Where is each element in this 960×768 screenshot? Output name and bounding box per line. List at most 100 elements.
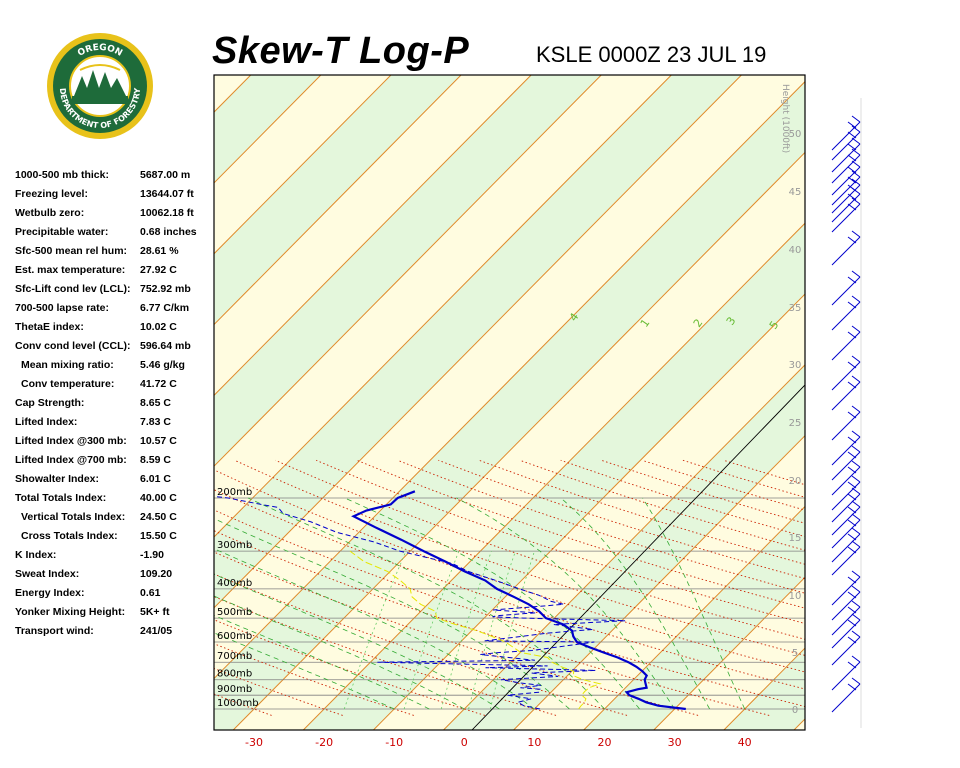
index-value: 8.59 C: [140, 454, 171, 466]
wind-barb: [831, 677, 861, 713]
barb-feather: [847, 131, 857, 139]
index-value: 109.20: [140, 568, 173, 580]
wind-barb: [831, 430, 861, 466]
index-label: Lifted Index @300 mb:: [15, 435, 127, 447]
barb-staff: [831, 451, 861, 481]
wind-barb: [831, 630, 861, 666]
isotherm: [214, 75, 462, 326]
barb-staff: [831, 143, 861, 173]
barb-feather: [847, 276, 857, 284]
barb-staff: [831, 546, 861, 576]
mixing-ratio-line: [403, 550, 460, 710]
barb-feather: [847, 636, 857, 644]
barb-feather: [847, 121, 857, 129]
barb-feather: [851, 295, 861, 303]
index-value: 6.01 C: [140, 473, 171, 485]
temperature-tick-label: -10: [385, 736, 403, 749]
index-row: Showalter Index: 6.01 C: [15, 473, 215, 492]
temperature-tick-label: 20: [598, 736, 612, 749]
barb-staff: [831, 184, 861, 214]
height-tick-label: 5: [792, 648, 798, 659]
barb-feather: [847, 203, 857, 211]
pressure-label: 500mb: [217, 607, 252, 618]
wind-barb: [831, 585, 861, 621]
barb-staff: [831, 331, 861, 361]
pressure-label: 700mb: [217, 651, 252, 662]
wind-barb: [831, 540, 861, 576]
index-value: 5.46 g/kg: [140, 359, 185, 371]
dry-adiabat: [234, 459, 805, 656]
index-value: 40.00 C: [140, 492, 177, 504]
barb-feather: [847, 546, 857, 554]
wind-barb: [831, 375, 861, 411]
isotherm: [214, 80, 805, 680]
height-tick-label: 35: [789, 303, 802, 314]
barb-staff: [831, 481, 861, 511]
barb-feather: [851, 125, 861, 133]
barb-feather: [847, 606, 857, 614]
barb-feather: [851, 137, 861, 145]
barb-feather: [851, 487, 861, 495]
index-label: Conv temperature:: [21, 378, 115, 390]
barb-feather: [851, 160, 861, 168]
barb-feather: [851, 197, 861, 205]
height-tick-label: 40: [789, 245, 802, 256]
plot-border: [213, 74, 806, 731]
barb-feather: [851, 148, 861, 156]
temperature-band: [864, 75, 960, 730]
pressure-label: 200mb: [217, 487, 252, 498]
barb-feather: [851, 655, 861, 663]
barb-staff: [831, 154, 861, 184]
barb-staff: [831, 466, 861, 496]
barb-feather: [847, 166, 857, 174]
barb-staff: [831, 276, 861, 306]
moist-adiabat: [214, 518, 570, 710]
wind-barbs: [831, 98, 862, 728]
index-row: Conv temperature: 41.72 C: [15, 378, 215, 397]
temperature-band: [214, 75, 321, 183]
wind-barb: [831, 445, 861, 481]
index-row: Lifted Index @300 mb: 10.57 C: [15, 435, 215, 454]
index-label: K Index:: [15, 549, 57, 561]
dry-adiabat: [214, 469, 805, 673]
moist-adiabat: [344, 497, 640, 710]
moist-adiabat: [456, 497, 675, 710]
barb-feather: [851, 230, 861, 238]
index-row: Sfc-Lift cond lev (LCL): 752.92 mb: [15, 283, 215, 302]
wind-barb: [831, 527, 861, 563]
barb-feather: [851, 613, 861, 621]
index-row: Energy Index: 0.61: [15, 587, 215, 606]
barb-feather: [851, 527, 861, 535]
wind-barb: [831, 137, 861, 173]
height-tick-label: 45: [789, 187, 802, 198]
index-row: Cross Totals Index: 15.50 C: [15, 530, 215, 549]
barb-feather: [851, 513, 861, 521]
wind-barb: [831, 115, 861, 151]
barb-feather: [851, 677, 861, 685]
barb-staff: [831, 436, 861, 466]
moist-adiabat: [214, 573, 500, 710]
index-value: 41.72 C: [140, 378, 177, 390]
index-row: Cap Strength: 8.65 C: [15, 397, 215, 416]
barb-feather: [847, 661, 857, 669]
logo-top-text: OREGON: [76, 43, 124, 59]
barb-feather: [847, 683, 857, 691]
wind-barb: [831, 270, 861, 306]
index-label: Precipitable water:: [15, 226, 109, 238]
isotherm: [214, 75, 672, 538]
isotherm: [864, 75, 960, 730]
pressure-label: 300mb: [217, 540, 252, 551]
moist-adiabats: [214, 497, 746, 710]
barb-feather: [851, 500, 861, 508]
barb-feather: [847, 361, 857, 369]
barb-feather: [851, 460, 861, 468]
wind-barb: [831, 513, 861, 549]
chart-title: Skew-T Log-P: [212, 30, 470, 72]
dry-adiabat: [214, 596, 557, 716]
index-label: Total Totals Index:: [15, 492, 107, 504]
temperature-tick-label: 40: [738, 736, 752, 749]
barb-staff: [831, 166, 861, 196]
barb-feather: [847, 506, 857, 514]
barb-feather: [847, 436, 857, 444]
dry-adiabat: [316, 459, 805, 625]
